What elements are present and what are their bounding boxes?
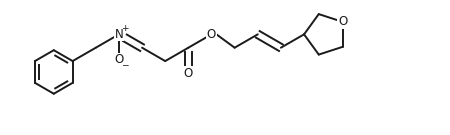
Text: −: − <box>121 60 128 69</box>
Text: N: N <box>115 28 123 41</box>
Text: O: O <box>207 28 216 41</box>
Text: O: O <box>184 67 193 80</box>
Text: +: + <box>121 24 128 33</box>
Text: O: O <box>338 15 347 28</box>
Text: O: O <box>114 53 124 66</box>
